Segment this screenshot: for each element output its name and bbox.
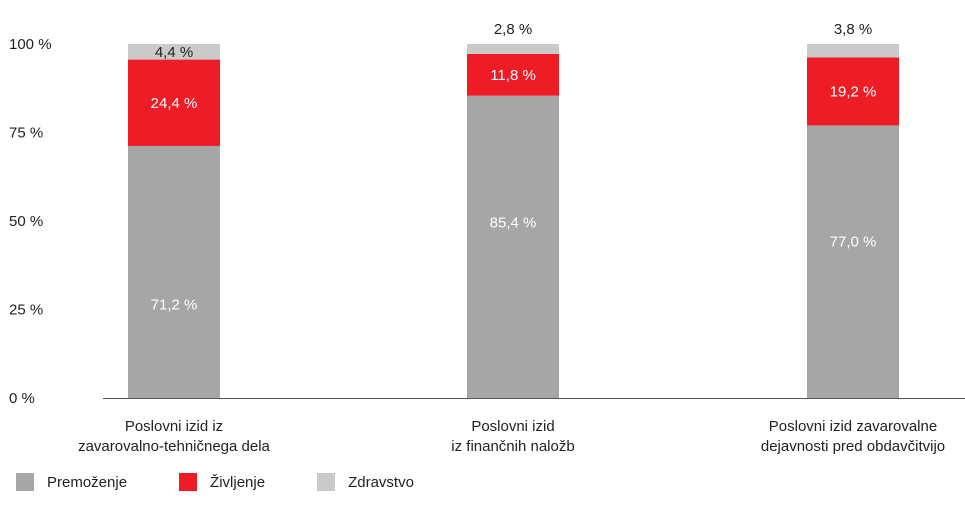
x-category-label-3: Poslovni izid zavarovalne dejavnosti pred…	[761, 418, 945, 455]
bar-segment-zivljenje-1	[128, 59, 220, 146]
legend: Premoženje Življenje Zdravstvo	[16, 469, 466, 495]
y-tick-label: 25 %	[9, 302, 43, 319]
x-category-label-line: Poslovni izid iz	[125, 418, 223, 435]
data-label-zdravstvo-2: 2,8 %	[494, 21, 532, 38]
legend-swatch-zivljenje	[179, 473, 198, 491]
bar-segment-zivljenje-2	[467, 53, 559, 96]
y-axis-tick-labels: 0 % 25 % 50 % 75 % 100 %	[9, 36, 52, 407]
y-tick-label: 75 %	[9, 125, 43, 142]
legend-item-zivljenje: Življenje	[179, 473, 265, 491]
x-category-label-1: Poslovni izid iz zavarovalno-tehničnega d…	[78, 418, 270, 455]
bar-segment-zdravstvo-3	[807, 44, 899, 58]
data-label-zivljenje-1: 24,4 %	[151, 95, 198, 112]
x-category-label-line: zavarovalno-tehničnega dela	[78, 438, 270, 455]
legend-item-premozenje: Premoženje	[16, 473, 127, 491]
bar-segment-premozenje-1	[128, 145, 220, 398]
legend-label-zivljenje: Življenje	[210, 473, 266, 491]
legend-label-premozenje: Premoženje	[47, 473, 128, 491]
data-label-zdravstvo-1: 4,4 %	[155, 44, 193, 61]
bar-segment-zivljenje-3	[807, 57, 899, 126]
data-labels: 71,2 % 24,4 % 4,4 % 85,4 % 11,8 % 2,8 % 77,0 %…	[151, 21, 877, 314]
bar-segment-premozenje-3	[807, 125, 899, 399]
y-tick-label: 100 %	[9, 36, 52, 53]
legend-swatch-zdravstvo	[317, 473, 336, 491]
x-category-label-2: Poslovni izid iz finančnih naložb	[451, 418, 574, 455]
data-label-zdravstvo-3: 3,8 %	[834, 21, 872, 38]
data-label-zivljenje-3: 19,2 %	[830, 83, 877, 100]
legend-label-zdravstvo: Zdravstvo	[348, 473, 414, 491]
bars	[128, 44, 899, 399]
bar-segment-zdravstvo-2	[467, 44, 559, 54]
y-tick-label: 0 %	[9, 390, 35, 407]
x-category-label-line: Poslovni izid zavarovalne	[769, 418, 937, 435]
x-category-label-line: iz finančnih naložb	[451, 438, 574, 455]
data-label-premozenje-1: 71,2 %	[151, 297, 198, 314]
data-label-premozenje-3: 77,0 %	[830, 233, 877, 250]
y-tick-label: 50 %	[9, 213, 43, 230]
data-label-zivljenje-2: 11,8 %	[490, 67, 536, 84]
legend-item-zdravstvo: Zdravstvo	[317, 473, 414, 491]
x-category-label-line: dejavnosti pred obdavčitvijo	[761, 438, 945, 455]
x-axis-category-labels: Poslovni izid iz zavarovalno-tehničnega d…	[78, 418, 945, 455]
data-label-premozenje-2: 85,4 %	[490, 215, 537, 232]
x-category-label-line: Poslovni izid	[471, 418, 554, 435]
bar-segment-zdravstvo-1	[128, 44, 220, 60]
bar-segment-premozenje-2	[467, 95, 559, 399]
legend-swatch-premozenje	[16, 473, 34, 491]
